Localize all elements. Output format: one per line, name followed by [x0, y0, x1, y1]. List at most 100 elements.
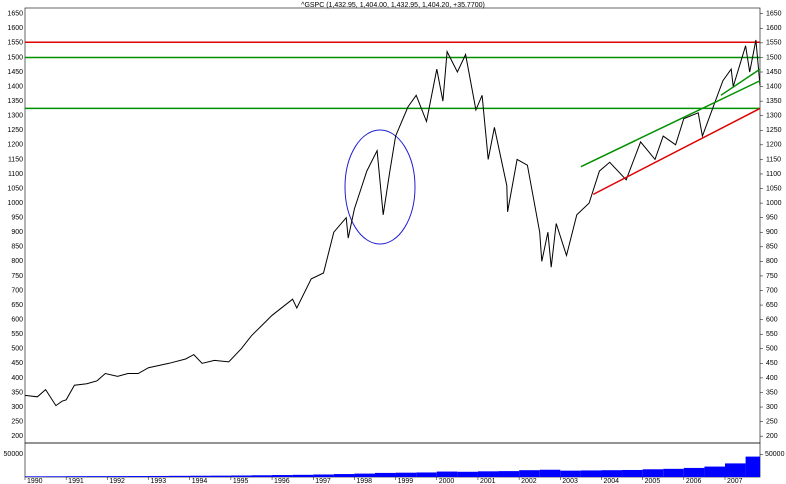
- volume-bar: [622, 469, 643, 477]
- volume-bar: [725, 463, 746, 477]
- y-tick-label: 850: [766, 244, 778, 251]
- volume-bar: [272, 475, 293, 477]
- y-tick-label-left: 700: [11, 287, 23, 294]
- y-tick-label: 900: [766, 229, 778, 236]
- volume-bar: [580, 470, 602, 477]
- x-tick-label: 1994: [192, 478, 208, 484]
- volume-bar: [601, 470, 623, 477]
- x-tick-label: 1992: [109, 478, 125, 484]
- volume-bar: [498, 471, 520, 477]
- volume-bar: [477, 471, 499, 477]
- volume-bar: [251, 475, 273, 477]
- x-tick-label: 2006: [686, 478, 702, 484]
- y-tick-label-left: 450: [11, 360, 23, 367]
- y-tick-label-left: 200: [11, 433, 23, 440]
- volume-bar: [25, 476, 46, 477]
- x-tick-label: 2000: [439, 478, 455, 484]
- volume-bar: [560, 470, 581, 477]
- y-tick-label: 1450: [766, 69, 782, 76]
- y-tick-label: 550: [766, 331, 778, 338]
- x-tick-label: 1993: [151, 478, 167, 484]
- volume-bar: [375, 472, 396, 477]
- y-tick-label-left: 1450: [7, 69, 23, 76]
- highlight-ellipse: [344, 129, 416, 245]
- y-tick-label-left: 1000: [7, 200, 23, 207]
- y-tick-label-left: 850: [11, 244, 23, 251]
- y-tick-label-left: 650: [11, 302, 23, 309]
- y-tick-label: 1100: [766, 171, 781, 178]
- volume-bar: [169, 475, 190, 477]
- volume-bar: [45, 476, 67, 477]
- x-tick-label: 2005: [645, 478, 661, 484]
- volume-bar: [745, 456, 760, 477]
- y-tick-label: 950: [766, 215, 778, 222]
- y-tick-label-left: 250: [11, 418, 23, 425]
- y-tick-label: 700: [766, 287, 778, 294]
- y-tick-label-left: 1100: [8, 171, 23, 178]
- volume-bar: [313, 474, 334, 477]
- volume-bar: [333, 474, 355, 477]
- x-tick-label: 1991: [68, 478, 84, 484]
- y-tick-label: 1500: [766, 54, 782, 61]
- volume-bar: [148, 475, 170, 477]
- y-tick-label-left: 1650: [7, 11, 23, 18]
- x-tick-label: 1996: [274, 478, 290, 484]
- y-tick-label: 400: [766, 375, 778, 382]
- volume-bar: [230, 475, 252, 477]
- y-tick-label-left: 1600: [7, 25, 23, 32]
- volume-bar: [210, 475, 231, 477]
- y-tick-label-left: 600: [11, 316, 23, 323]
- x-tick-label: 2007: [727, 478, 743, 484]
- x-tick-label: 2004: [603, 478, 619, 484]
- y-tick-label: 600: [766, 316, 778, 323]
- y-tick-label-left: 350: [11, 389, 23, 396]
- y-tick-label-left: 1050: [7, 185, 23, 192]
- y-tick-label-left: 1200: [7, 142, 23, 149]
- y-tick-label-left: 1350: [7, 98, 23, 105]
- y-tick-label-left: 1150: [8, 156, 23, 163]
- y-tick-label: 1650: [766, 11, 782, 18]
- y-tick-label: 800: [766, 258, 778, 265]
- y-tick-label-left: 1400: [7, 83, 23, 90]
- price-panel: [24, 7, 761, 444]
- x-tick-label: 1990: [27, 478, 43, 484]
- volume-bar: [66, 476, 87, 477]
- trend-line: [720, 68, 761, 96]
- volume-bar: [539, 469, 561, 477]
- y-tick-label-left: 750: [11, 273, 23, 280]
- x-tick-label: 1997: [315, 478, 331, 484]
- y-tick-label: 1350: [766, 98, 782, 105]
- y-tick-label: 1550: [766, 40, 782, 47]
- y-tick-label-left: 550: [11, 331, 23, 338]
- y-tick-label: 1400: [766, 83, 782, 90]
- volume-bar: [416, 472, 437, 477]
- y-tick-label: 1150: [766, 156, 781, 163]
- y-tick-label-left: 1300: [7, 113, 23, 120]
- y-tick-label-left: 300: [11, 404, 23, 411]
- y-tick-label-left: 800: [11, 258, 23, 265]
- price-line: [24, 39, 761, 407]
- y-tick-label: 1000: [766, 200, 782, 207]
- x-tick-label: 2001: [480, 478, 496, 484]
- volume-bar: [127, 476, 149, 477]
- volume-bar: [107, 476, 128, 477]
- y-tick-label-left: 500: [11, 346, 23, 353]
- volume-bar: [663, 468, 684, 477]
- volume-bar: [395, 472, 417, 477]
- y-tick-label-left: 1250: [7, 127, 23, 134]
- y-tick-label-left: 1500: [7, 54, 23, 61]
- y-tick-label: 450: [766, 360, 778, 367]
- y-tick-label: 500: [766, 346, 778, 353]
- volume-tick-label: 50000: [765, 451, 785, 458]
- volume-bar: [86, 476, 108, 477]
- trend-line: [592, 107, 761, 196]
- y-tick-label: 1200: [766, 142, 782, 149]
- x-tick-label: 1999: [398, 478, 414, 484]
- y-tick-label: 1600: [766, 25, 782, 32]
- volume-bar: [292, 474, 314, 477]
- x-tick-label: 1998: [356, 478, 372, 484]
- y-tick-label: 300: [766, 404, 778, 411]
- x-tick-label: 2003: [562, 478, 578, 484]
- trend-line: [580, 80, 761, 168]
